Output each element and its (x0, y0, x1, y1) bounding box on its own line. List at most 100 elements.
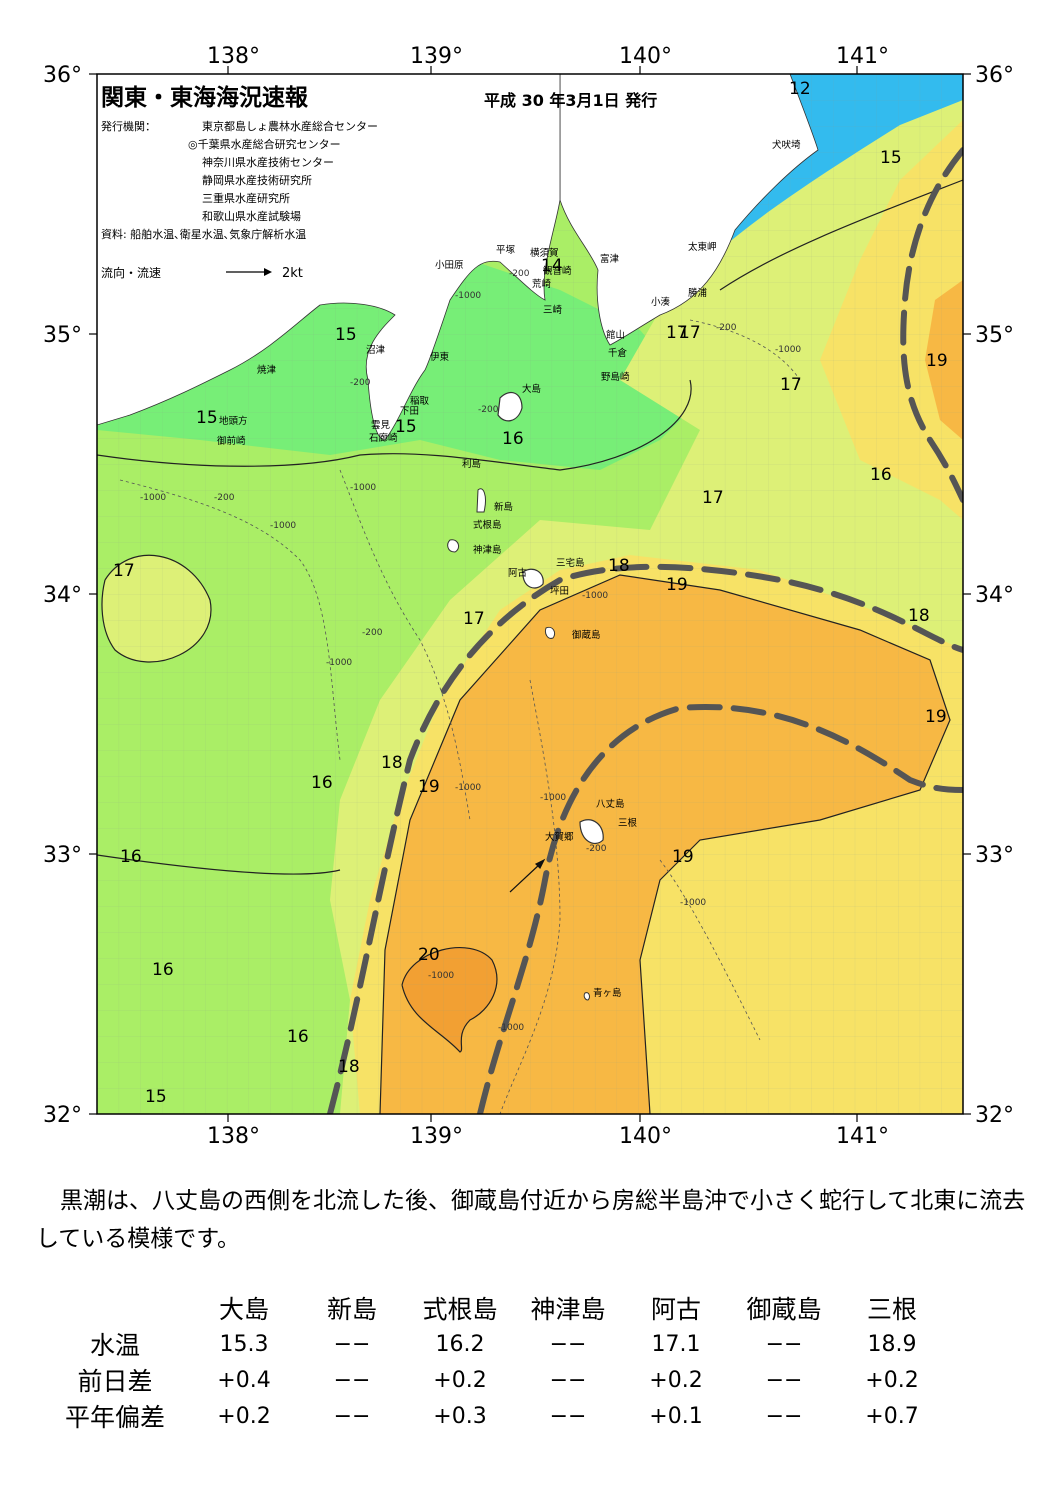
issuer: 静岡県水産技術研究所 (202, 173, 312, 187)
station-header: 三根 (866, 1295, 917, 1324)
lat-label-left: 35° (43, 323, 82, 348)
table-cell: 18.9 (867, 1331, 917, 1357)
place-label: 荒崎 (532, 278, 552, 290)
table-cell: 15.3 (219, 1331, 269, 1357)
depth-label: -200 (478, 405, 499, 415)
table-cell: +0.2 (217, 1403, 271, 1429)
temp-label: 17 (679, 323, 701, 343)
table-cell: +0.1 (649, 1403, 703, 1429)
temp-label: 16 (502, 429, 524, 449)
table-cell: +0.2 (649, 1367, 703, 1393)
land-kozushima (447, 539, 460, 553)
map-header: 関東・東海海況速報 平成 30 年3月1日 発行 発行機関： 東京都島しょ農林水… (101, 84, 657, 281)
lat-label-left: 36° (43, 63, 82, 88)
table-cell: −− (765, 1331, 803, 1357)
place-label: 富津 (600, 253, 620, 265)
temp-label: 12 (789, 79, 811, 99)
temp-label: 16 (311, 773, 333, 793)
place-label: 神津島 (473, 544, 502, 556)
place-label: 式根島 (473, 519, 502, 531)
depth-labels: -200 -200 -200 -200 -200 -200 -200 -1000… (140, 269, 801, 1033)
lon-label-top: 140° (619, 44, 672, 69)
place-label: 館山 (606, 329, 625, 341)
place-label: 小湊 (651, 296, 671, 308)
station-temperature-table: 大島 新島 式根島 神津島 阿古 御蔵島 三根 水温 15.3 −− 16.2 … (40, 1290, 946, 1434)
temp-label: 18 (608, 556, 630, 576)
place-label: 小田原 (435, 260, 464, 271)
place-label: 勝浦 (688, 287, 708, 299)
temp-label: 19 (666, 575, 688, 595)
depth-label: -200 (214, 493, 235, 503)
temp-label: 16 (120, 847, 142, 867)
temp-label: 19 (418, 777, 440, 797)
place-label: 観音崎 (543, 265, 572, 277)
depth-label: -1000 (455, 291, 481, 301)
place-label: 八丈島 (596, 798, 625, 810)
table-cell: +0.2 (433, 1367, 487, 1393)
current-arrow (509, 858, 546, 893)
land-mikurajima (545, 626, 556, 639)
land-kanagawa (97, 74, 561, 441)
issue-date: 平成 30 年3月1日 発行 (484, 91, 657, 110)
issuers-label: 発行機関： (101, 119, 156, 133)
temp-label: 17 (780, 375, 802, 395)
map-title: 関東・東海海況速報 (101, 84, 309, 111)
place-label: 犬吠埼 (772, 139, 801, 151)
kuroshio-axis (327, 147, 963, 1114)
station-header: 新島 (326, 1295, 377, 1324)
lon-label-bottom: 139° (410, 1124, 463, 1149)
place-label: 沼津 (366, 345, 386, 356)
lat-label-right: 35° (975, 323, 1014, 348)
place-label: 焼津 (257, 364, 277, 376)
lat-label-right: 33° (975, 843, 1014, 868)
place-label: 阿古 (508, 567, 528, 579)
depth-label: -1000 (270, 521, 296, 531)
depth-contours (119, 319, 801, 1114)
temp-label: 16 (152, 960, 174, 980)
table-cell: −− (333, 1403, 371, 1429)
place-names: 犬吠埼 太東岬 勝浦 小湊 富津 館山 千倉 野島崎 横須賀 観音崎 荒崎 三崎… (217, 139, 801, 999)
place-label: 三根 (618, 817, 638, 829)
lon-label-top: 139° (410, 44, 463, 69)
lat-label-left: 33° (43, 843, 82, 868)
lat-label-right: 34° (975, 583, 1014, 608)
depth-label: -1000 (428, 971, 454, 981)
station-header: 神津島 (530, 1295, 606, 1324)
temp-label: 15 (880, 148, 902, 168)
depth-label: -1000 (326, 658, 352, 668)
kuroshio-description: 黒潮は、八丈島の西側を北流した後、御蔵島付近から房総半島沖で小さく蛇行して北東に… (36, 1182, 1026, 1258)
place-label: 御蔵島 (572, 629, 601, 641)
table-cell: +0.3 (433, 1403, 487, 1429)
land-niijima (476, 488, 486, 513)
place-label: 石廊崎 (369, 432, 398, 444)
table-cell: 17.1 (651, 1331, 701, 1357)
map-area: 12 15 15 15 15 14 16 17 17 17 17 17 17 1… (97, 74, 963, 1114)
land-hachijojima (579, 819, 604, 844)
temp-label: 16 (870, 465, 892, 485)
temp-label: 17 (463, 609, 485, 629)
depth-label: -1000 (498, 1023, 524, 1033)
temp-label: 18 (338, 1057, 360, 1077)
temp-label: 16 (287, 1027, 309, 1047)
place-label: 坪田 (550, 585, 569, 597)
temp-label: 15 (145, 1087, 167, 1107)
table-cell: −− (549, 1403, 587, 1429)
table-row: 前日差 +0.4 −− +0.2 −− +0.2 −− +0.2 (40, 1362, 946, 1398)
temperature-labels: 12 15 15 15 15 14 16 17 17 17 17 17 17 1… (113, 79, 948, 1107)
temp-label: 14 (541, 256, 563, 276)
place-label: 野島崎 (601, 371, 630, 383)
temp-label: 15 (196, 408, 218, 428)
temp-label: 15 (395, 417, 417, 437)
temp-label: 15 (335, 325, 357, 345)
temp-label: 18 (381, 753, 403, 773)
table-cell: −− (765, 1403, 803, 1429)
place-label: 稲取 (410, 395, 430, 407)
axis-labels: 138° 139° 140° 141° 138° 139° 140° 141° … (43, 44, 1014, 1149)
depth-label: -1000 (582, 591, 608, 601)
place-label: 利島 (462, 458, 481, 470)
land-miyakejima (522, 568, 544, 589)
temp-label: 19 (926, 351, 948, 371)
temp-label: 17 (702, 488, 724, 508)
station-header: 阿古 (650, 1295, 701, 1324)
row-label: 平年偏差 (64, 1403, 165, 1432)
